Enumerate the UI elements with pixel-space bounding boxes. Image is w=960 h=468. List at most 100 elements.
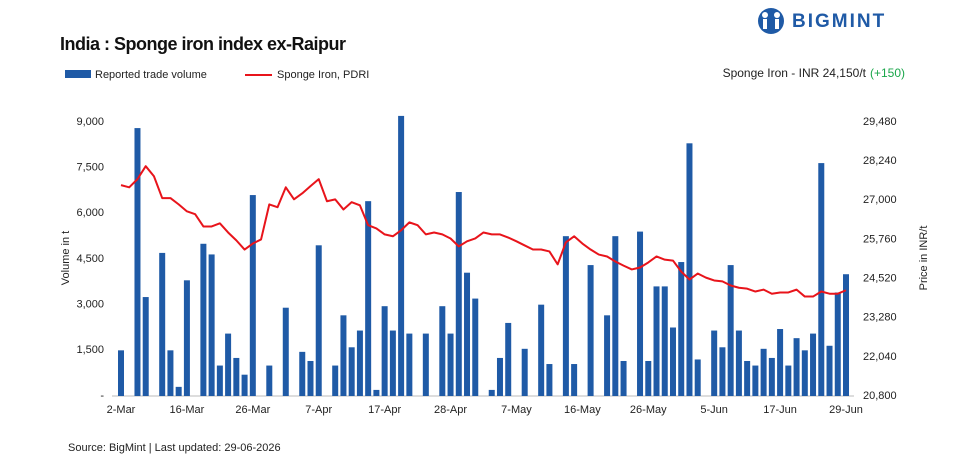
bar [447,333,454,396]
bar [678,262,685,396]
source: Source: BigMint | Last updated: 29-06-20… [68,442,281,454]
bar [604,315,611,396]
x-tick-label: 16-Mar [169,404,204,416]
logo-icon [758,8,784,34]
bar [134,128,141,397]
bar [175,386,182,396]
bar [118,350,124,396]
bar [760,348,767,396]
bar [719,347,726,396]
bar [587,265,594,396]
bar [801,350,808,396]
bar [225,333,232,396]
bar [744,360,751,396]
bar [661,286,668,396]
x-tick-label: 2-Mar [107,404,136,416]
y2-tick-label: 25,760 [863,233,897,245]
x-tick-label: 7-May [501,404,532,416]
y2-tick-label: 29,480 [863,116,897,128]
bar [669,327,676,396]
y-tick-label: - [100,390,104,402]
bar [810,333,817,396]
bar [505,322,512,396]
bar [241,374,248,396]
bar [694,359,701,396]
y2-tick-label: 28,240 [863,155,897,167]
y-axis-label: Volume in t [60,231,72,285]
bar [637,231,644,396]
bar [752,365,759,396]
price-line [120,165,847,298]
bar [455,192,462,396]
bar [266,365,273,396]
bar [571,364,578,396]
y2-axis-label: Price in INR/t [918,226,930,291]
x-tick-label: 5-Jun [700,404,728,416]
bar [735,330,742,396]
bar [348,347,355,396]
price-annotation: Sponge Iron - INR 24,150/t [723,66,867,80]
x-tick-label: 26-May [630,404,667,416]
bar [777,329,784,396]
price-change: (+150) [870,66,905,80]
bar [546,364,553,396]
bar [373,389,380,396]
bar [307,360,314,396]
bar [398,115,405,397]
bar [381,306,388,396]
y2-tick-label: 22,040 [863,351,897,363]
x-tick-label: 17-Apr [368,404,401,416]
bar [818,163,825,396]
y-tick-label: 6,000 [76,207,104,219]
y2-tick-label: 27,000 [863,194,897,206]
chart-title: India : Sponge iron index ex-Raipur [60,34,346,54]
bar [488,389,495,396]
bar [356,330,363,396]
x-tick-label: 16-May [564,404,601,416]
x-tick-label: 29-Jun [829,404,863,416]
bar [793,338,800,396]
bar [249,195,256,396]
y-tick-label: 7,500 [76,162,104,174]
brand: BIGMINT [792,11,886,32]
bar [315,245,322,396]
legend-label: Sponge Iron, PDRI [277,69,369,81]
bar [299,351,306,396]
bar [332,365,339,396]
bar [562,236,569,396]
bar [439,306,446,396]
x-tick-label: 26-Mar [235,404,270,416]
bar [785,365,792,396]
bar [826,345,833,396]
y-tick-label: 1,500 [76,344,104,356]
bar [843,274,849,396]
bar [142,297,149,396]
y-tick-label: 3,000 [76,299,104,311]
bar [216,365,223,396]
bar [768,357,775,396]
bar [233,357,240,396]
y-tick-label: 9,000 [76,116,104,128]
bar [422,333,429,396]
x-tick-label: 7-Apr [305,404,332,416]
bar [521,348,528,396]
bar [538,304,545,396]
bar [727,265,734,396]
bar [389,330,396,396]
y2-tick-label: 24,520 [863,272,897,284]
bar [496,357,503,396]
bar [620,360,627,396]
bar [653,286,660,396]
bar [472,298,479,396]
y2-tick-label: 20,800 [863,390,897,402]
bar [340,315,347,396]
bar [464,272,471,396]
legend-swatch [65,70,91,78]
bar [282,307,289,396]
bar [208,254,215,396]
x-tick-label: 28-Apr [434,404,467,416]
bar [365,201,372,396]
bar [612,236,619,396]
